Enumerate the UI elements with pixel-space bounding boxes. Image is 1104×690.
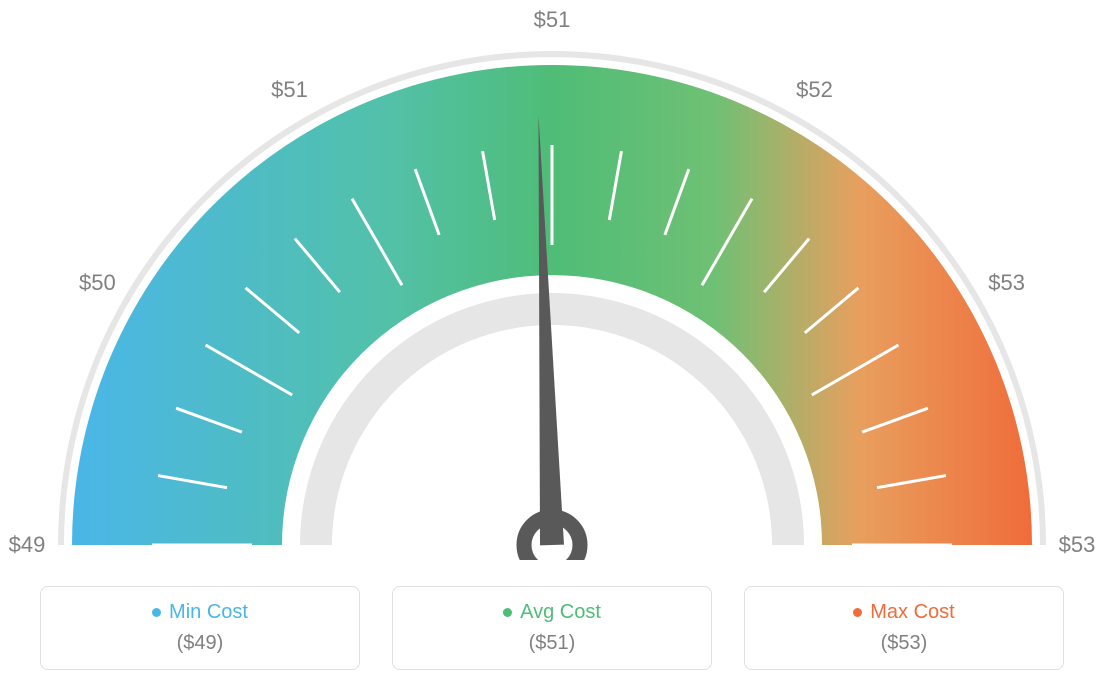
legend-card-avg: Avg Cost ($51) bbox=[392, 586, 712, 670]
gauge-tick-label: $51 bbox=[271, 77, 308, 103]
cost-gauge: $49 $50 $51 $51 $52 $53 $53 bbox=[0, 0, 1104, 560]
gauge-tick-label: $53 bbox=[1059, 532, 1096, 558]
legend-card-max: Max Cost ($53) bbox=[744, 586, 1064, 670]
legend-row: Min Cost ($49) Avg Cost ($51) Max Cost (… bbox=[0, 586, 1104, 670]
dot-icon bbox=[152, 608, 161, 617]
gauge-tick-label: $50 bbox=[79, 270, 116, 296]
gauge-svg bbox=[0, 0, 1104, 560]
legend-title-min: Min Cost bbox=[152, 601, 248, 624]
gauge-tick-label: $53 bbox=[988, 270, 1025, 296]
legend-label: Min Cost bbox=[169, 601, 248, 624]
dot-icon bbox=[503, 608, 512, 617]
legend-title-max: Max Cost bbox=[853, 601, 954, 624]
gauge-tick-label: $51 bbox=[534, 7, 571, 33]
legend-card-min: Min Cost ($49) bbox=[40, 586, 360, 670]
legend-value-avg: ($51) bbox=[529, 632, 576, 655]
legend-label: Max Cost bbox=[870, 601, 954, 624]
legend-title-avg: Avg Cost bbox=[503, 601, 601, 624]
legend-label: Avg Cost bbox=[520, 601, 601, 624]
dot-icon bbox=[853, 608, 862, 617]
gauge-tick-label: $49 bbox=[9, 532, 46, 558]
legend-value-min: ($49) bbox=[177, 632, 224, 655]
legend-value-max: ($53) bbox=[881, 632, 928, 655]
gauge-tick-label: $52 bbox=[796, 77, 833, 103]
